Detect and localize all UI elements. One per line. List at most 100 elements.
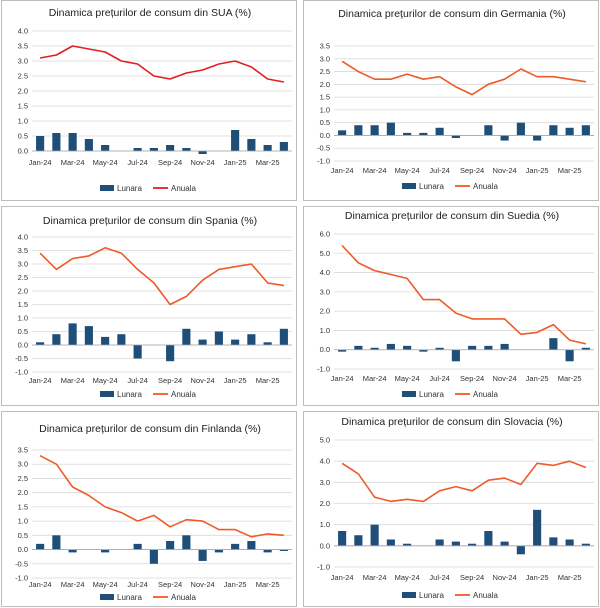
x-tick-label: Mar-25 — [558, 166, 582, 175]
x-tick-label: Jan-24 — [29, 580, 52, 589]
x-tick-label: Nov-24 — [191, 580, 215, 589]
chart-suedia: Dinamica prețurilor de consum din Suedia… — [317, 210, 594, 399]
x-tick-label: Nov-24 — [191, 376, 215, 385]
legend-label-anuala: Anuala — [171, 184, 196, 193]
y-tick-label: 3.0 — [320, 287, 330, 296]
bar-lunara — [247, 139, 256, 151]
y-tick-label: 3.0 — [320, 54, 330, 63]
y-tick-label: 1.0 — [18, 517, 28, 526]
y-tick-label: 3.0 — [320, 478, 330, 487]
line-anuala — [341, 460, 587, 503]
y-tick-label: 2.0 — [18, 488, 28, 497]
bar-lunara — [133, 148, 142, 151]
bar-lunara — [36, 136, 45, 151]
bar-lunara — [549, 338, 558, 350]
bar-lunara — [500, 135, 509, 141]
bar-lunara — [468, 345, 477, 350]
y-tick-label: -1.0 — [15, 574, 28, 583]
y-tick-label: 5.0 — [320, 436, 330, 445]
y-tick-label: 2.5 — [320, 67, 330, 76]
bar-lunara — [533, 509, 542, 546]
bar-lunara — [279, 328, 288, 345]
y-tick-label: 2.0 — [320, 307, 330, 316]
bar-lunara — [338, 130, 347, 136]
y-tick-label: 4.0 — [320, 268, 330, 277]
legend-label-lunara: Lunara — [419, 390, 444, 399]
x-tick-label: Sep-24 — [460, 374, 484, 383]
bar-lunara — [581, 125, 590, 136]
legend-label-anuala: Anuala — [171, 390, 196, 399]
y-tick-label: -0.5 — [317, 144, 330, 153]
y-tick-label: 1.0 — [320, 520, 330, 529]
bar-lunara — [36, 543, 45, 550]
legend-label-lunara: Lunara — [117, 390, 142, 399]
x-tick-label: Nov-24 — [191, 158, 215, 167]
y-tick-label: 1.5 — [18, 102, 28, 111]
x-tick-label: Mar-25 — [558, 573, 582, 582]
y-tick-label: 0.0 — [18, 545, 28, 554]
legend-swatch-lunara — [402, 183, 416, 189]
bar-lunara — [516, 545, 525, 555]
legend-swatch-lunara — [100, 391, 114, 397]
legend-label-lunara: Lunara — [419, 591, 444, 600]
bar-lunara — [198, 549, 207, 561]
y-tick-label: 0.0 — [18, 147, 28, 156]
x-tick-label: Jul-24 — [127, 580, 147, 589]
y-tick-label: 0.0 — [320, 131, 330, 140]
bar-lunara — [133, 543, 142, 550]
x-tick-label: Nov-24 — [493, 166, 517, 175]
bar-lunara — [182, 535, 191, 550]
bar-lunara — [279, 142, 288, 151]
y-tick-label: 0.5 — [18, 531, 28, 540]
bar-lunara — [214, 331, 223, 345]
y-tick-label: -0.5 — [15, 354, 28, 363]
y-tick-label: -1.0 — [317, 563, 330, 572]
chart-sua: Dinamica prețurilor de consum din SUA (%… — [18, 7, 292, 193]
x-tick-label: Jul-24 — [127, 158, 147, 167]
bar-lunara — [101, 549, 110, 553]
y-tick-label: 1.0 — [320, 105, 330, 114]
y-tick-label: 1.5 — [18, 502, 28, 511]
bar-lunara — [370, 524, 379, 546]
chart-panel-germania: Dinamica prețurilor de consum din German… — [303, 0, 599, 201]
x-tick-label: Nov-24 — [493, 573, 517, 582]
line-anuala — [39, 45, 285, 83]
bar-lunara — [68, 133, 77, 151]
x-tick-label: Mar-24 — [61, 158, 85, 167]
legend-swatch-lunara — [402, 391, 416, 397]
y-tick-label: 3.5 — [18, 246, 28, 255]
x-tick-label: Mar-24 — [363, 374, 387, 383]
x-tick-label: Nov-24 — [493, 374, 517, 383]
y-tick-label: 2.5 — [18, 273, 28, 282]
y-tick-label: -1.0 — [15, 368, 28, 377]
x-tick-label: Jan-24 — [29, 376, 52, 385]
y-tick-label: 3.5 — [18, 42, 28, 51]
chart-panel-spania: Dinamica prețurilor de consum din Spania… — [1, 206, 297, 406]
y-tick-label: 2.0 — [18, 87, 28, 96]
bar-lunara — [52, 133, 61, 151]
bar-lunara — [386, 343, 395, 350]
x-tick-label: Mar-25 — [558, 374, 582, 383]
bar-lunara — [370, 347, 379, 350]
x-tick-label: Mar-25 — [256, 580, 280, 589]
bar-lunara — [279, 549, 288, 551]
legend-label-anuala: Anuala — [171, 593, 196, 602]
x-tick-label: Jul-24 — [429, 573, 449, 582]
bar-lunara — [581, 543, 590, 546]
y-tick-label: -0.5 — [15, 559, 28, 568]
y-tick-label: 2.5 — [18, 72, 28, 81]
legend-swatch-lunara — [100, 185, 114, 191]
bar-lunara — [549, 537, 558, 546]
x-tick-label: Sep-24 — [158, 376, 182, 385]
bar-lunara — [549, 125, 558, 136]
x-tick-label: Jan-25 — [526, 374, 549, 383]
bar-lunara — [52, 535, 61, 550]
line-anuala — [39, 246, 285, 306]
bar-lunara — [231, 543, 240, 550]
bar-lunara — [403, 543, 412, 546]
bar-lunara — [468, 543, 477, 546]
legend-label-anuala: Anuala — [473, 390, 498, 399]
x-tick-label: May-24 — [93, 158, 118, 167]
bar-lunara — [182, 148, 191, 151]
bar-lunara — [263, 549, 272, 553]
